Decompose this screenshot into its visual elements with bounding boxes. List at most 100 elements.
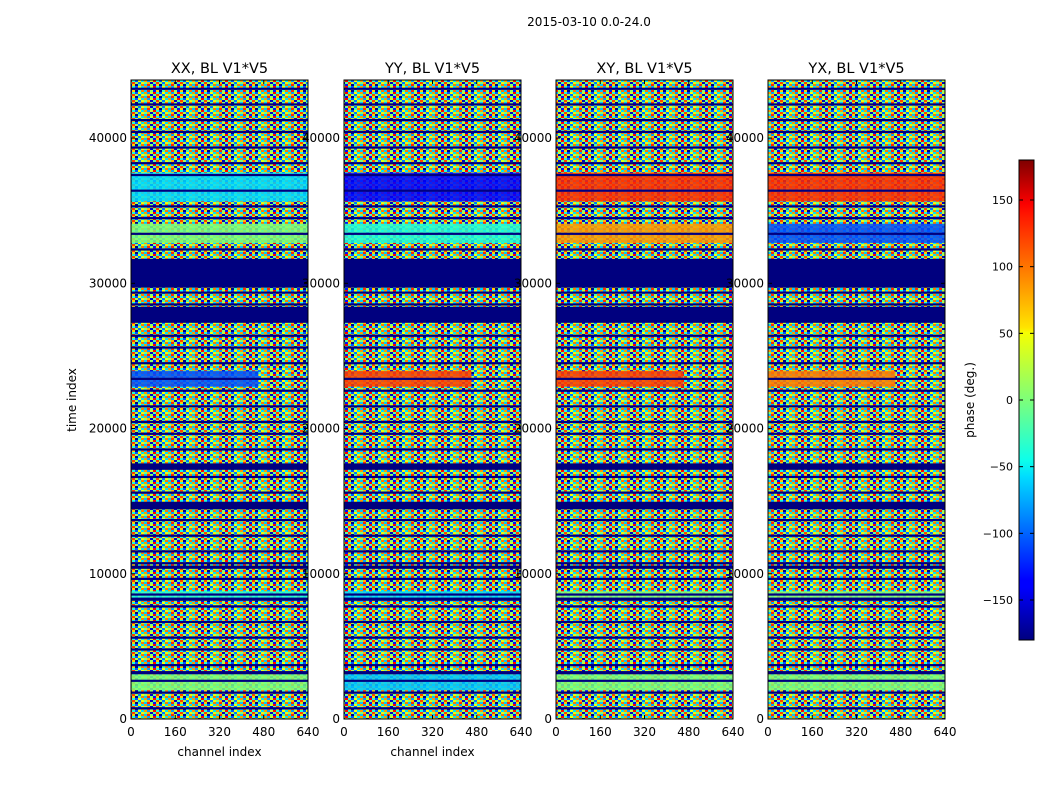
heatmap-stripe (344, 291, 521, 294)
colorbar-tick-label: 0 (1006, 394, 1013, 407)
heatmap-stripe (131, 189, 308, 192)
heatmap-stripe (344, 103, 521, 106)
y-axis-label: time index (65, 368, 79, 432)
heatmap-stripe (344, 248, 521, 251)
heatmap-stripe (768, 679, 945, 682)
heatmap-stripe (131, 103, 308, 106)
heatmap-stripe (344, 620, 521, 624)
heatmap-dark-band (556, 463, 733, 470)
heatmap-dark-band (768, 565, 945, 569)
heatmap-stripe (768, 405, 945, 408)
heatmap-stripe (768, 550, 945, 553)
panel-title: YX, BL V1*V5 (807, 61, 904, 77)
heatmap-stripe (131, 260, 308, 263)
heatmap-stripe (344, 303, 521, 306)
x-tick-label: 640 (297, 725, 320, 739)
y-tick-label: 40000 (89, 131, 127, 145)
heatmap-stripe (344, 679, 521, 682)
heatmap-smooth-band (556, 674, 733, 691)
x-tick-label: 320 (845, 725, 868, 739)
heatmap-smooth-band (768, 172, 945, 202)
x-tick-label: 320 (421, 725, 444, 739)
heatmap-stripe (344, 334, 521, 337)
heatmap-dark-band (131, 258, 308, 288)
heatmap-stripe (344, 173, 521, 177)
heatmap-stripe (131, 405, 308, 408)
heatmap-dark-band (344, 306, 521, 323)
heatmap-stripe (768, 448, 945, 451)
x-tick-label: 640 (510, 725, 533, 739)
heatmap-stripe (768, 577, 945, 580)
heatmap-stripe (556, 377, 733, 380)
heatmap-stripe (344, 518, 521, 522)
heatmap-dark-band (768, 501, 945, 509)
heatmap-stripe (131, 464, 308, 467)
heatmap-stripe (344, 636, 521, 639)
heatmap-stripe (556, 432, 733, 435)
heatmap-stripe (344, 318, 521, 322)
heatmap-stripe (344, 189, 521, 192)
heatmap-stripe (768, 432, 945, 435)
heatmap-stripe (768, 420, 945, 424)
heatmap-dark-band (768, 258, 945, 288)
x-tick-label: 160 (801, 725, 824, 739)
heatmap-stripe (556, 679, 733, 682)
y-tick-label: 30000 (726, 276, 764, 290)
heatmap-smooth-band (768, 674, 945, 691)
heatmap-stripe (768, 205, 945, 208)
heatmap-dark-band (556, 565, 733, 569)
heatmap-stripe (556, 389, 733, 392)
heatmap-stripe (768, 260, 945, 263)
heatmap-stripe (131, 507, 308, 510)
heatmap-stripe (556, 691, 733, 694)
heatmap-stripe (768, 562, 945, 565)
heatmap-stripe (131, 491, 308, 494)
x-tick-label: 640 (722, 725, 745, 739)
heatmap-stripe (344, 550, 521, 553)
x-tick-label: 0 (552, 725, 560, 739)
heatmap-stripe (131, 118, 308, 122)
x-tick-label: 160 (589, 725, 612, 739)
x-tick-label: 480 (465, 725, 488, 739)
heatmap-stripe (344, 664, 521, 667)
heatmap-stripe (768, 318, 945, 322)
heatmap-stripe (131, 605, 308, 608)
heatmap-dark-band (131, 671, 308, 675)
heatmap-dark-band (344, 258, 521, 288)
heatmap-stripe (768, 189, 945, 192)
y-tick-label: 0 (119, 712, 127, 726)
y-tick-label: 40000 (726, 131, 764, 145)
y-tick-label: 10000 (514, 567, 552, 581)
heatmap-stripe (768, 248, 945, 251)
y-tick-label: 0 (756, 712, 764, 726)
heatmap-dark-band (556, 306, 733, 323)
panel-0: XX, BL V1*V5 0 160 320 480 640 0 10000 20000 3000… (65, 61, 319, 759)
heatmap-smooth-band (131, 591, 308, 601)
heatmap-stripe (768, 103, 945, 106)
heatmap-stripe (556, 448, 733, 451)
x-tick-label: 0 (764, 725, 772, 739)
y-tick-label: 0 (544, 712, 552, 726)
heatmap-stripe (556, 248, 733, 251)
heatmap-stripe (768, 464, 945, 467)
heatmap-stripe (768, 518, 945, 522)
heatmap-stripe (556, 664, 733, 667)
heatmap-stripe (344, 405, 521, 408)
heatmap-stripe (768, 162, 945, 165)
heatmap-stripe (131, 534, 308, 537)
heatmap-stripe (556, 648, 733, 651)
y-tick-label: 30000 (302, 276, 340, 290)
heatmap-stripe (131, 593, 308, 596)
panel-2: XY, BL V1*V5 0 160 320 480 640 0 10000 20000 3000… (514, 61, 745, 739)
heatmap-stripe (344, 389, 521, 392)
y-tick-label: 40000 (302, 131, 340, 145)
heatmap-stripe (768, 691, 945, 694)
heatmap-dark-band (556, 671, 733, 675)
heatmap-stripe (556, 605, 733, 608)
heatmap-dark-band (556, 501, 733, 509)
colorbar-tick-label: −150 (983, 594, 1013, 607)
heatmap-stripe (344, 260, 521, 263)
y-tick-label: 10000 (302, 567, 340, 581)
heatmap-stripe (556, 491, 733, 494)
